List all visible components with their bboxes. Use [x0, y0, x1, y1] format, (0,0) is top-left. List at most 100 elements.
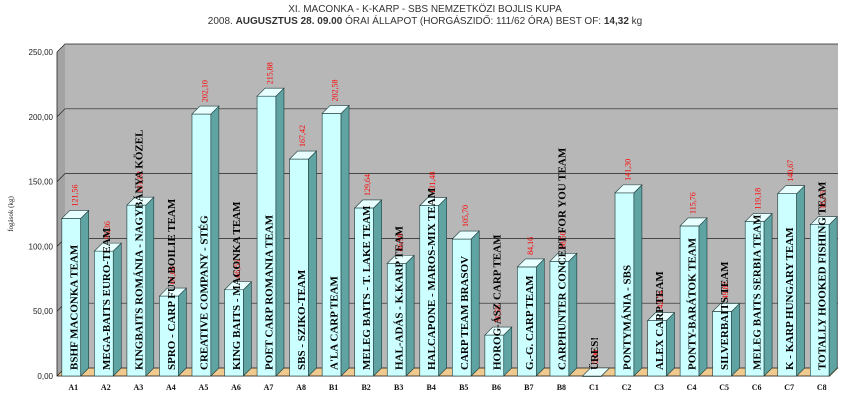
- bar-value-label: 105,70: [461, 205, 470, 227]
- x-tick-label: A3: [133, 383, 143, 392]
- subtitle-best: 14,32: [603, 16, 629, 27]
- subtitle-prefix: 2008.: [207, 16, 233, 27]
- bar-value-label: 0,00: [591, 350, 600, 364]
- subtitle-unit: kg: [631, 16, 643, 27]
- bar-top: [353, 199, 383, 209]
- bar-side: [145, 196, 155, 377]
- x-tick-label: A5: [199, 383, 209, 392]
- x-tick-label: C7: [784, 383, 794, 392]
- bar-side: [210, 105, 220, 377]
- team-label: MELEG BAITS - T. LAKE TEAM: [361, 205, 373, 370]
- bar-side: [243, 281, 252, 377]
- bar-side: [763, 212, 773, 377]
- bar-side: [340, 104, 350, 377]
- bar-top: [777, 185, 806, 194]
- team-label: POET CARP ROMANIA TEAM: [264, 214, 276, 370]
- team-label: TOTALLY HOOKED FISHING TEAM: [817, 181, 829, 370]
- bar-side: [666, 311, 675, 377]
- bar-value-label: 215,88: [266, 62, 275, 84]
- y-tick-label: 200,00: [29, 113, 54, 122]
- bar-value-label: 167,42: [298, 125, 307, 147]
- team-label: CARPHUNTER CONCEPT FOR YOU TEAM: [556, 147, 568, 370]
- chart-subtitle: 2008. AUGUSZTUS 28. 09.00 ÓRAI ÁLLAPOT (…: [0, 16, 850, 27]
- y-tick-label: 0,00: [37, 372, 53, 381]
- bar-value-label: 119,18: [754, 188, 763, 210]
- subtitle-date: AUGUSZTUS 28. 09.00: [235, 16, 343, 27]
- bar-top: [516, 258, 546, 268]
- bar-top: [679, 217, 708, 227]
- bar-side: [178, 287, 187, 377]
- bar-value-label: 116,76: [819, 191, 828, 213]
- team-label: PONTY-BARÁTOK TEAM: [687, 237, 699, 370]
- gridline: [56, 43, 838, 53]
- x-tick-label: A2: [101, 383, 111, 392]
- team-label: HALCAPONE - MAROS-MIX TEAM: [426, 187, 438, 370]
- bar-value-label: 96,36: [103, 221, 112, 239]
- bar-side: [828, 215, 838, 377]
- bar-top: [126, 196, 155, 206]
- x-tick-label: A8: [296, 383, 306, 392]
- y-tick-label: 250,00: [29, 48, 54, 57]
- bar-value-label: 42,74: [656, 291, 665, 309]
- bar-top: [158, 287, 188, 297]
- y-axis-title: fogások (kg): [7, 196, 15, 232]
- team-label: KINGBAITS ROMÁNIA - NAGYBÁNYA KÖZEL: [132, 130, 145, 370]
- bar-value-label: 131,48: [428, 172, 437, 194]
- x-tick-label: B2: [361, 383, 370, 392]
- bar-value-label: 121,56: [70, 184, 79, 206]
- bar-value-label: 129,64: [363, 174, 372, 196]
- x-tick-label: B6: [492, 383, 501, 392]
- x-tick-label: C3: [654, 383, 664, 392]
- x-tick-label: C5: [719, 383, 729, 392]
- bar-top: [419, 197, 448, 206]
- team-label: MELEG BAITS SERBIA TEAM: [752, 214, 764, 370]
- x-tick-label: C6: [752, 383, 762, 392]
- bar-value-label: 202,58: [331, 79, 340, 101]
- bar-value-label: 61,68: [168, 266, 177, 284]
- bar-top: [581, 367, 611, 377]
- bar-side: [438, 196, 447, 377]
- bar-value-label: 66,56: [233, 260, 242, 278]
- team-label: SPRO - CARP FUN BOILIE TEAM: [166, 198, 178, 370]
- bar-side: [80, 209, 90, 377]
- bar-top: [321, 105, 350, 114]
- bar-top: [614, 184, 643, 194]
- bar-top: [711, 303, 741, 312]
- x-tick-label: A4: [166, 383, 176, 392]
- subtitle-middle: ÓRAI ÁLLAPOT (HORGÁSZIDŐ: 111/62 ÓRA) BE…: [345, 16, 602, 27]
- y-tick-label: 100,00: [29, 242, 54, 251]
- x-tick-label: A7: [264, 383, 274, 392]
- bar-value-label: 31,58: [493, 305, 502, 323]
- bar-side: [731, 302, 740, 377]
- x-tick-label: C8: [817, 383, 827, 392]
- bar-top: [744, 213, 773, 222]
- bar-top: [288, 150, 318, 160]
- bar-top: [646, 312, 676, 321]
- x-tick-label: C4: [687, 383, 697, 392]
- team-label: ALEX CARP TEAM: [654, 271, 666, 370]
- team-label: G.-G. CARP TEAM: [524, 275, 536, 370]
- x-tick-label: B8: [557, 383, 566, 392]
- x-tick-label: C2: [622, 383, 632, 392]
- team-label: HOROG-ÁSZ CARP TEAM: [491, 234, 503, 370]
- bar-value-label: 131,82: [135, 171, 144, 193]
- bar-value-label: 49,82: [721, 281, 730, 299]
- bar-side: [796, 184, 805, 377]
- team-label: MEGA-BAITS EURO-TEAM: [101, 227, 113, 370]
- x-tick-label: A6: [231, 383, 241, 392]
- bar-side: [568, 252, 578, 377]
- y-tick-label: 150,00: [29, 178, 54, 187]
- bar-side: [698, 217, 708, 377]
- bar-top: [549, 253, 578, 262]
- team-label: SILVERBAITS TEAM: [719, 261, 731, 370]
- bar-top: [386, 255, 415, 264]
- team-label: SBS - SZIKO-TEAM: [296, 269, 308, 370]
- bar-value-label: 84,16: [526, 237, 535, 255]
- bar-value-label: 141,30: [623, 159, 632, 181]
- bar-side: [275, 87, 285, 377]
- bar-side: [373, 199, 382, 377]
- bar-side: [405, 254, 415, 377]
- x-tick-label: B7: [524, 383, 533, 392]
- x-tick-label: C1: [589, 383, 599, 392]
